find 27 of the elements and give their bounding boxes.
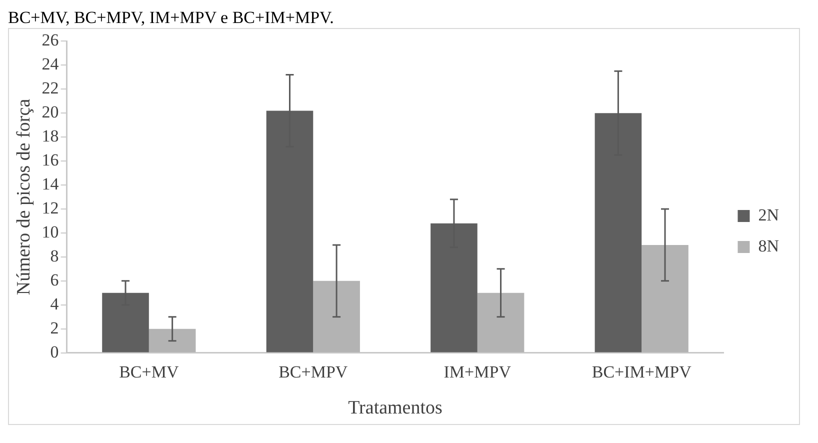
y-tick-label: 22: [42, 78, 59, 98]
y-tick-label: 8: [50, 246, 59, 266]
y-tick-label: 6: [50, 270, 59, 290]
bar: [477, 292, 524, 352]
y-tick-label: 20: [42, 102, 59, 122]
y-tick-label: 24: [42, 54, 60, 74]
bar: [148, 328, 196, 352]
x-tick-label: BC+MV: [119, 362, 180, 382]
y-tick-label: 26: [42, 30, 59, 50]
legend-label: 8N: [758, 236, 780, 256]
x-tick-label: BC+IM+MPV: [592, 362, 692, 382]
y-tick-label: 0: [50, 342, 59, 362]
bar: [642, 244, 688, 352]
y-tick-label: 4: [50, 294, 60, 314]
y-tick-label: 12: [42, 198, 59, 218]
y-axis-title: Número de picos de força: [13, 98, 34, 296]
x-axis-title: Tratamentos: [348, 398, 442, 419]
y-tick-label: 18: [42, 126, 59, 146]
bar: [313, 280, 360, 352]
x-tick-label: IM+MPV: [444, 362, 512, 382]
text: BC+MV, BC+MPV, IM+MPV e BC+IM+MPV.: [8, 8, 335, 28]
y-tick-label: 16: [42, 150, 59, 170]
x-tick-label: BC+MPV: [278, 362, 348, 382]
legend-label: 2N: [758, 205, 780, 224]
y-tick-label: 2: [50, 318, 59, 338]
y-tick-label: 14: [42, 174, 60, 194]
y-tick-label: 10: [42, 222, 59, 242]
